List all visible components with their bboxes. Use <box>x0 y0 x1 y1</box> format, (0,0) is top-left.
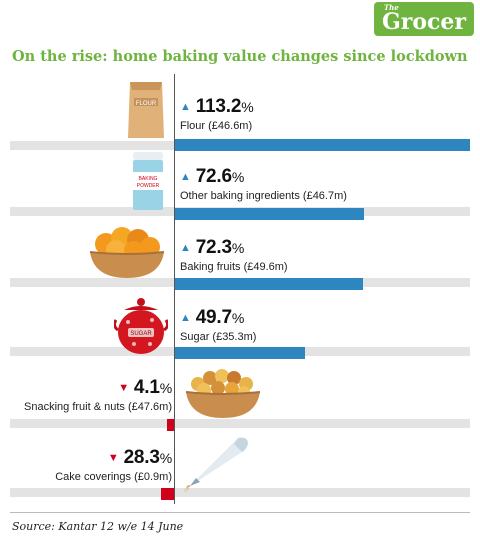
value-label: ▼ 28.3% Cake coverings (£0.9m) <box>55 447 172 483</box>
flour-bag-icon: FLOUR <box>128 82 164 138</box>
percent-change: ▲ 72.6% <box>180 166 347 188</box>
percent-sign: % <box>231 240 245 256</box>
bar-other-baking-ingredients <box>175 208 365 220</box>
bar-snacking-fruit-nuts <box>167 419 175 431</box>
value-label: ▼ 4.1% Snacking fruit & nuts (£47.6m) <box>24 377 172 413</box>
percent-value: 113.2 <box>195 96 242 117</box>
category-label: Other baking ingredients (£46.7m) <box>180 190 347 202</box>
percent-sign: % <box>231 310 245 326</box>
percent-value: 72.6 <box>195 166 232 187</box>
apricot-bowl-icon <box>89 227 165 278</box>
value-label: ▲ 72.6% Other baking ingredients (£46.7m) <box>180 166 347 202</box>
svg-text:SUGAR: SUGAR <box>130 331 152 337</box>
bar-sugar <box>175 347 305 359</box>
percent-value: 49.7 <box>195 307 232 328</box>
percent-sign: % <box>241 99 254 115</box>
bar-flour <box>175 139 470 151</box>
percent-sign: % <box>159 380 172 396</box>
percent-change: ▼ 4.1% <box>24 377 172 399</box>
up-triangle-icon: ▲ <box>180 312 191 324</box>
category-label: Snacking fruit & nuts (£47.6m) <box>24 401 172 413</box>
category-label: Flour (£46.6m) <box>180 120 253 132</box>
value-label: ▲ 72.3% Baking fruits (£49.6m) <box>180 237 288 273</box>
header-bar: The Grocer <box>0 0 480 38</box>
nut-bowl-icon <box>185 369 261 418</box>
percent-change: ▲ 72.3% <box>180 237 288 259</box>
bar-baking-fruits <box>175 278 364 290</box>
up-triangle-icon: ▲ <box>180 242 191 254</box>
down-triangle-icon: ▼ <box>107 452 119 464</box>
svg-text:FLOUR: FLOUR <box>136 101 157 107</box>
up-triangle-icon: ▲ <box>180 101 191 113</box>
bottom-rule <box>10 512 470 513</box>
percent-change: ▼ 28.3% <box>55 447 172 469</box>
row-band <box>10 488 470 497</box>
category-label: Cake coverings (£0.9m) <box>55 471 172 483</box>
value-label: ▲ 113.2% Flour (£46.6m) <box>180 96 254 132</box>
piping-bag-icon <box>184 437 248 492</box>
category-label: Sugar (£35.3m) <box>180 331 257 343</box>
value-label: ▲ 49.7% Sugar (£35.3m) <box>180 307 256 343</box>
percent-change: ▲ 113.2% <box>180 96 254 118</box>
chart-title: On the rise: home baking value changes s… <box>12 48 468 65</box>
svg-text:POWDER: POWDER <box>137 183 160 189</box>
baking-powder-icon: BAKING POWDER <box>133 152 163 210</box>
zero-axis <box>174 74 175 504</box>
the-grocer-logo: The Grocer <box>373 2 474 36</box>
percent-value: 72.3 <box>195 237 232 258</box>
logo-small-text: The <box>383 3 399 12</box>
bar-cake-coverings <box>161 488 175 500</box>
down-triangle-icon: ▼ <box>118 382 129 394</box>
percent-value: 4.1 <box>133 377 160 398</box>
source-note: Source: Kantar 12 w/e 14 June <box>12 520 184 533</box>
up-triangle-icon: ▲ <box>180 171 191 183</box>
sugar-bowl-icon: SUGAR <box>114 298 168 354</box>
percent-sign: % <box>231 169 245 185</box>
percent-value: 28.3 <box>123 447 160 468</box>
row-band <box>10 419 470 428</box>
logo-name: Grocer <box>381 9 466 35</box>
svg-text:BAKING: BAKING <box>139 176 158 182</box>
percent-change: ▲ 49.7% <box>180 307 256 329</box>
category-label: Baking fruits (£49.6m) <box>180 261 288 273</box>
percent-sign: % <box>159 450 172 466</box>
